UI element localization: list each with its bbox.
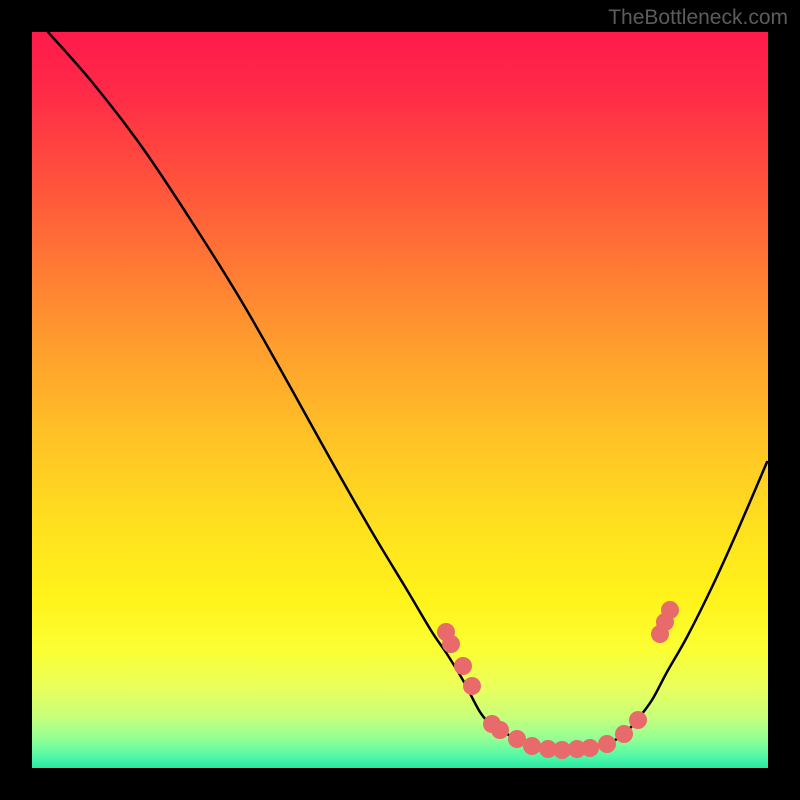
gradient-background <box>32 32 768 768</box>
chart-area <box>32 32 768 768</box>
attribution-text: TheBottleneck.com <box>608 6 788 30</box>
